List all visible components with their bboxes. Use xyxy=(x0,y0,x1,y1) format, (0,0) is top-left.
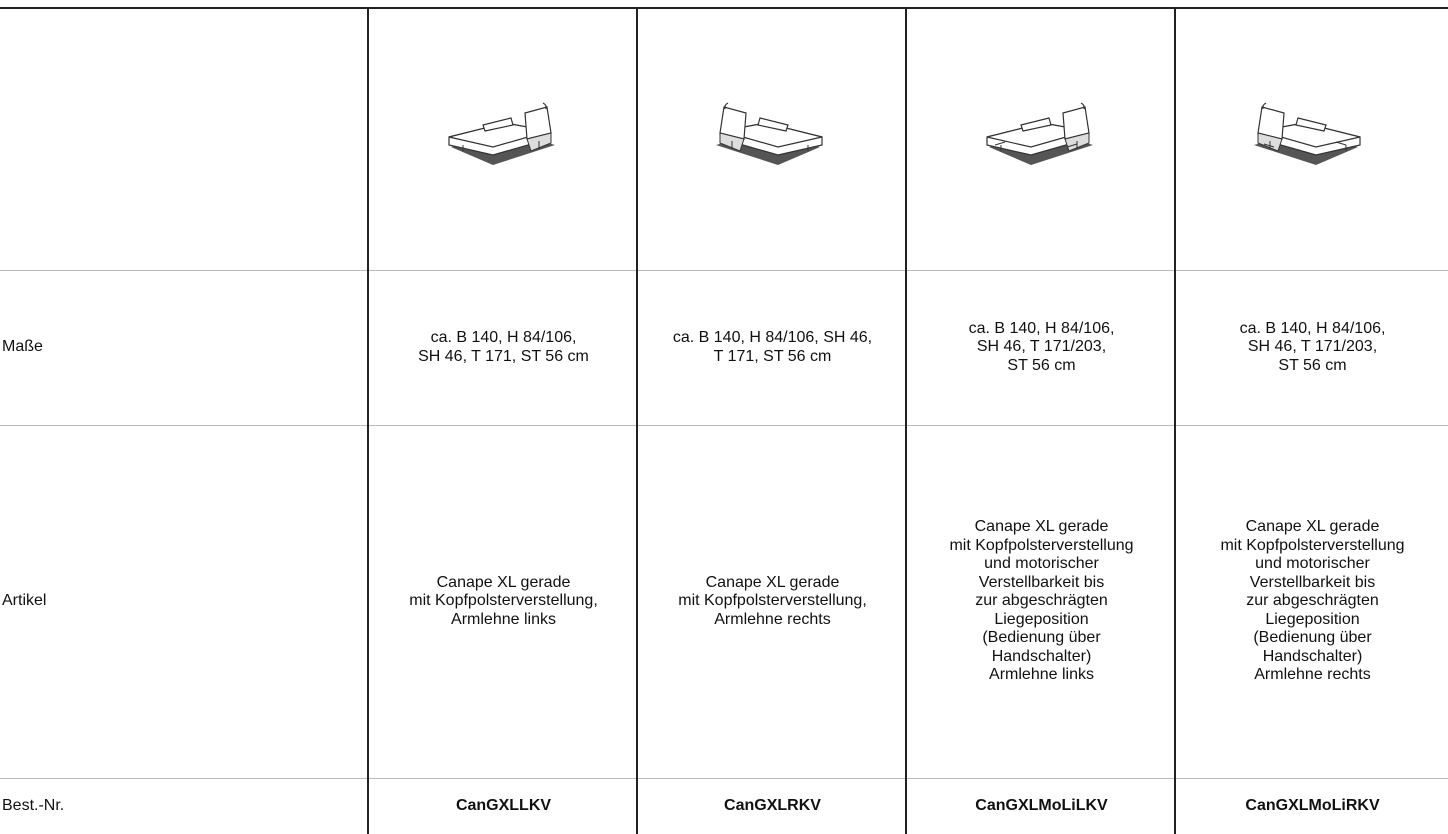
sofa-image xyxy=(715,102,823,166)
cell-text: ca. B 140, H 84/106, xyxy=(1239,319,1386,337)
row-divider xyxy=(0,425,1448,426)
column-divider xyxy=(636,8,638,834)
cell-text: zur abgeschrägten xyxy=(1246,592,1379,610)
row-divider xyxy=(0,778,1448,779)
column-divider xyxy=(1174,8,1176,834)
cell-text: CanGXLLKV xyxy=(455,796,552,814)
cell-text: Verstellbarkeit bis xyxy=(1249,573,1376,591)
cell-text: mit Kopfpolsterverstellung xyxy=(1220,536,1405,554)
cell-text: Handschalter) xyxy=(1262,647,1363,665)
cell-text: Armlehne links xyxy=(989,666,1094,684)
cell-text: T 171, ST 56 cm xyxy=(713,347,832,365)
table-cell: ca. B 140, H 84/106, SH 46, T 171/203, ST … xyxy=(1177,270,1448,425)
table-cell: Canape XL gerade mit Kopfpolsterverstellu… xyxy=(370,425,637,778)
table-cell: ca. B 140, H 84/106, SH 46, T 171, ST 56 … xyxy=(370,270,637,425)
cell-text: ST 56 cm xyxy=(1278,356,1347,374)
column-divider xyxy=(905,8,907,834)
cell-text: Armlehne rechts xyxy=(714,610,831,628)
cell-text: Canape XL gerade xyxy=(705,573,840,591)
cell-text: und motorischer xyxy=(1255,555,1370,573)
cell-text: Canape XL gerade xyxy=(1245,518,1380,536)
table-cell: CanGXLMoLiRKV xyxy=(1177,778,1448,834)
table-cell: Canape XL gerade mit Kopfpolsterverstellu… xyxy=(1177,425,1448,778)
cell-text: Maße xyxy=(2,338,43,356)
cell-text: ca. B 140, H 84/106, SH 46, xyxy=(672,329,873,346)
cell-text: Armlehne links xyxy=(451,610,556,628)
column-divider xyxy=(367,8,369,834)
table-cell: Canape XL gerade mit Kopfpolsterverstellu… xyxy=(639,425,906,778)
table-cell: ca. B 140, H 84/106, SH 46, T 171, ST 56 … xyxy=(639,270,906,425)
cell-text: (Bedienung über xyxy=(1253,629,1372,647)
sofa-image xyxy=(986,102,1094,166)
cell-text: CanGXLMoLiLKV xyxy=(975,796,1108,814)
row-label: Best.-Nr. xyxy=(0,778,368,834)
top-rule xyxy=(0,7,1448,9)
table-cell: Canape XL gerade mit Kopfpolsterverstellu… xyxy=(908,425,1175,778)
cell-text: ST 56 cm xyxy=(1007,356,1076,374)
cell-text: mit Kopfpolsterverstellung xyxy=(949,536,1134,554)
row-label: Artikel xyxy=(0,425,368,778)
row-divider xyxy=(0,270,1448,271)
cell-text: Armlehne rechts xyxy=(1254,666,1371,684)
cell-text: und motorischer xyxy=(984,555,1099,573)
cell-text: SH 46, T 171, ST 56 cm xyxy=(418,347,589,365)
cell-text: SH 46, T 171/203, xyxy=(1247,338,1378,356)
cell-text: CanGXLRKV xyxy=(724,796,821,814)
table-cell: ca. B 140, H 84/106, SH 46, T 171/203, ST … xyxy=(908,270,1175,425)
table-cell: CanGXLRKV xyxy=(639,778,906,834)
cell-text: Canape XL gerade xyxy=(436,573,571,591)
cell-text: Best.-Nr. xyxy=(2,796,65,814)
cell-text: zur abgeschrägten xyxy=(975,592,1108,610)
cell-text: Liegeposition xyxy=(1265,610,1360,628)
row-label: Maße xyxy=(0,270,368,425)
cell-text: mit Kopfpolsterverstellung, xyxy=(678,592,867,610)
sofa-image xyxy=(448,102,556,166)
table-cell: CanGXLLKV xyxy=(370,778,637,834)
cell-text: SH 46, T 171/203, xyxy=(976,338,1107,356)
cell-text: CanGXLMoLiRKV xyxy=(1245,796,1380,814)
cell-text: (Bedienung über xyxy=(982,629,1101,647)
cell-text: Liegeposition xyxy=(994,610,1089,628)
cell-text: mit Kopfpolsterverstellung, xyxy=(409,592,598,610)
sofa-image xyxy=(1253,102,1361,166)
cell-text: Verstellbarkeit bis xyxy=(978,573,1105,591)
table-cell: CanGXLMoLiLKV xyxy=(908,778,1175,834)
cell-text: ca. B 140, H 84/106, xyxy=(430,329,577,346)
cell-text: Artikel xyxy=(2,592,47,610)
cell-text: ca. B 140, H 84/106, xyxy=(968,319,1115,337)
cell-text: Canape XL gerade xyxy=(974,518,1109,536)
cell-text: Handschalter) xyxy=(991,647,1092,665)
